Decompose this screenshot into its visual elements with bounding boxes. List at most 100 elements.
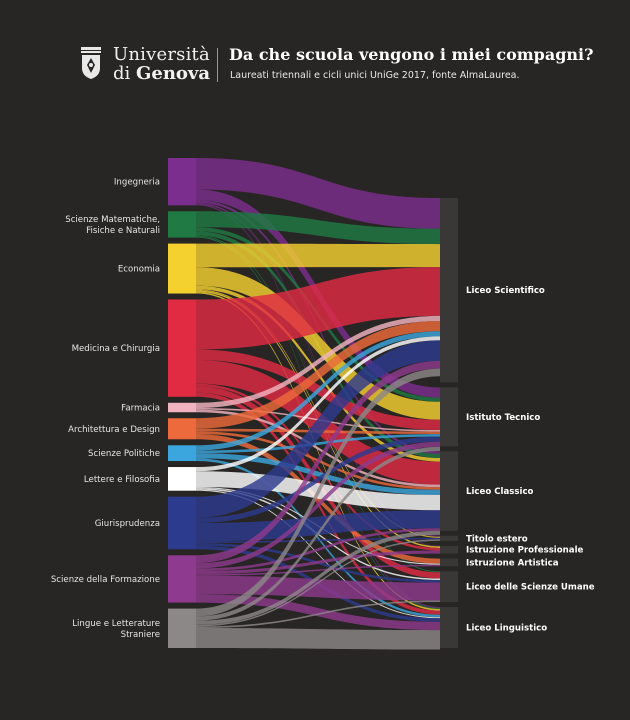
- flow-lingue-e-letterature-straniere-to-liceo-classico: [196, 530, 440, 625]
- target-node-titolo-estero: [440, 535, 458, 541]
- source-node-economia: [168, 243, 196, 294]
- target-labels-layer: Liceo Scientifico Istituto Tecnico Liceo C…: [466, 286, 595, 633]
- source-label-line: Farmacia: [121, 404, 160, 414]
- source-label-line: Lingue e Letterature: [72, 619, 160, 629]
- flow-giurisprudenza-to-liceo-scientifico: [196, 340, 440, 518]
- source-label-line: Ingegneria: [114, 178, 160, 188]
- flow-scienze-politiche-to-istituto-tecnico: [196, 434, 440, 454]
- target-node-liceo-scientifico: [440, 198, 458, 383]
- source-label-lettere-e-filosofia: Lettere e Filosofia: [84, 475, 160, 485]
- flow-lettere-e-filosofia-to-liceo-linguistico: [196, 489, 440, 619]
- source-label-line: Scienze della Formazione: [51, 575, 160, 585]
- source-label-line: Lettere e Filosofia: [84, 475, 160, 485]
- page-subtitle: Laureati triennali e cicli unici UniGe 2…: [230, 70, 520, 81]
- source-node-farmacia: [168, 402, 196, 413]
- source-label-line: Scienze Politiche: [88, 449, 160, 459]
- target-label-liceo-classico: Liceo Classico: [466, 487, 534, 497]
- flow-ingegneria-to-liceo-linguistico: [196, 204, 440, 609]
- target-label-istruzione-artistica: Istruzione Artistica: [466, 558, 559, 568]
- target-label-istituto-tecnico: Istituto Tecnico: [466, 413, 540, 423]
- source-label-line: Fisiche e Naturali: [86, 226, 160, 236]
- flow-lingue-e-letterature-straniere-to-liceo-delle-scienze-umane: [196, 600, 440, 629]
- target-node-liceo-delle-scienze-umane: [440, 571, 458, 603]
- target-label-liceo-scientifico: Liceo Scientifico: [466, 286, 545, 296]
- target-nodes-layer: [440, 198, 458, 648]
- source-node-architettura-e-design: [168, 418, 196, 440]
- source-label-architettura-e-design: Architettura e Design: [68, 425, 160, 435]
- source-label-economia: Economia: [118, 265, 160, 275]
- flow-scienze-della-formazione-to-liceo-classico: [196, 528, 440, 572]
- flow-scienze-politiche-to-liceo-linguistico: [196, 458, 440, 618]
- flow-farmacia-to-liceo-scientifico: [196, 315, 440, 409]
- logo-line2-prefix: di: [113, 63, 131, 84]
- source-label-line: Architettura e Design: [68, 425, 160, 435]
- flow-giurisprudenza-to-istituto-tecnico: [196, 436, 440, 523]
- target-node-istruzione-professionale: [440, 545, 458, 554]
- source-label-farmacia: Farmacia: [121, 404, 160, 414]
- flow-scienze-della-formazione-to-liceo-delle-scienze-umane: [196, 575, 440, 601]
- flow-medicina-e-chirurgia-to-liceo-scientifico: [196, 267, 440, 350]
- source-node-giurisprudenza: [168, 496, 196, 550]
- target-node-istituto-tecnico: [440, 387, 458, 447]
- flow-scienze-della-formazione-to-liceo-scientifico: [196, 360, 440, 564]
- target-label-liceo-linguistico: Liceo Linguistico: [466, 624, 547, 634]
- logo-line2-bold: Genova: [136, 63, 211, 84]
- source-label-scienze-della-formazione: Scienze della Formazione: [51, 575, 160, 585]
- flow-giurisprudenza-to-liceo-classico: [196, 510, 440, 542]
- target-node-liceo-classico: [440, 451, 458, 531]
- source-label-lingue-e-letterature-straniere: Lingue e Letterature Straniere: [72, 619, 160, 640]
- flow-economia-to-istituto-tecnico: [196, 267, 440, 420]
- university-emblem-icon: [81, 47, 101, 79]
- source-label-giurisprudenza: Giurisprudenza: [95, 519, 160, 529]
- flow-lettere-e-filosofia-to-liceo-scientifico: [196, 336, 440, 472]
- flows-layer: [196, 158, 440, 650]
- target-node-istruzione-artistica: [440, 558, 458, 567]
- flow-scienze-politiche-to-liceo-classico: [196, 453, 440, 495]
- source-label-scienze-politiche: Scienze Politiche: [88, 449, 160, 459]
- source-label-scienze-matematiche-fisiche-e-naturali: Scienze Matematiche, Fisiche e Naturali: [65, 215, 160, 236]
- source-node-scienze-matematiche-fisiche-e-naturali: [168, 211, 196, 238]
- flow-lingue-e-letterature-straniere-to-liceo-scientifico: [196, 368, 440, 617]
- flow-economia-to-liceo-scientifico: [196, 243, 440, 268]
- source-node-scienze-della-formazione: [168, 555, 196, 603]
- flow-economia-to-liceo-linguistico: [196, 291, 440, 611]
- source-node-scienze-politiche: [168, 445, 196, 462]
- flow-scienze-matematiche-fisiche-e-naturali-to-liceo-scientifico: [196, 211, 440, 245]
- header: Università di Genova Da che scuola vengo…: [0, 0, 630, 110]
- flow-lingue-e-letterature-straniere-to-istituto-tecnico: [196, 446, 440, 621]
- header-divider: [217, 48, 218, 82]
- flow-scienze-della-formazione-to-istituto-tecnico: [196, 441, 440, 569]
- target-label-istruzione-professionale: Istruzione Professionale: [466, 546, 584, 556]
- source-node-ingegneria: [168, 158, 196, 206]
- page-title: Da che scuola vengono i miei compagni?: [229, 45, 594, 64]
- target-label-titolo-estero: Titolo estero: [466, 534, 528, 544]
- flow-scienze-della-formazione-to-liceo-linguistico: [196, 594, 440, 631]
- source-label-line: Giurisprudenza: [95, 519, 160, 529]
- logo-line1: Università: [113, 44, 210, 65]
- source-label-medicina-e-chirurgia: Medicina e Chirurgia: [72, 344, 160, 354]
- flow-medicina-e-chirurgia-to-istruzione-professionale: [196, 383, 440, 551]
- source-label-line: Medicina e Chirurgia: [72, 344, 160, 354]
- source-label-ingegneria: Ingegneria: [114, 178, 160, 188]
- source-label-line: Straniere: [121, 630, 160, 640]
- source-label-line: Scienze Matematiche,: [65, 215, 160, 225]
- source-label-line: Economia: [118, 265, 160, 275]
- flow-architettura-e-design-to-istruzione-artistica: [196, 434, 440, 564]
- source-node-medicina-e-chirurgia: [168, 299, 196, 397]
- flow-ingegneria-to-liceo-scientifico: [196, 158, 440, 229]
- flow-lingue-e-letterature-straniere-to-liceo-linguistico: [196, 628, 440, 650]
- source-node-lettere-e-filosofia: [168, 467, 196, 491]
- flow-scienze-della-formazione-to-istruzione-professionale: [196, 550, 440, 575]
- flow-lingue-e-letterature-straniere-to-titolo-estero: [196, 539, 440, 627]
- flow-scienze-della-formazione-to-istruzione-artistica: [196, 564, 440, 576]
- source-nodes-layer: [168, 158, 196, 648]
- flow-farmacia-to-liceo-classico: [196, 409, 440, 488]
- university-logo: Università di Genova: [80, 44, 210, 84]
- target-label-liceo-delle-scienze-umane: Liceo delle Scienze Umane: [466, 583, 595, 593]
- flow-scienze-politiche-to-liceo-scientifico: [196, 331, 440, 451]
- logo-line2: di Genova: [113, 63, 210, 84]
- source-labels-layer: Ingegneria Scienze Matematiche, Fisiche e …: [51, 178, 160, 640]
- flow-architettura-e-design-to-liceo-scientifico: [196, 320, 440, 429]
- source-node-lingue-e-letterature-straniere: [168, 608, 196, 648]
